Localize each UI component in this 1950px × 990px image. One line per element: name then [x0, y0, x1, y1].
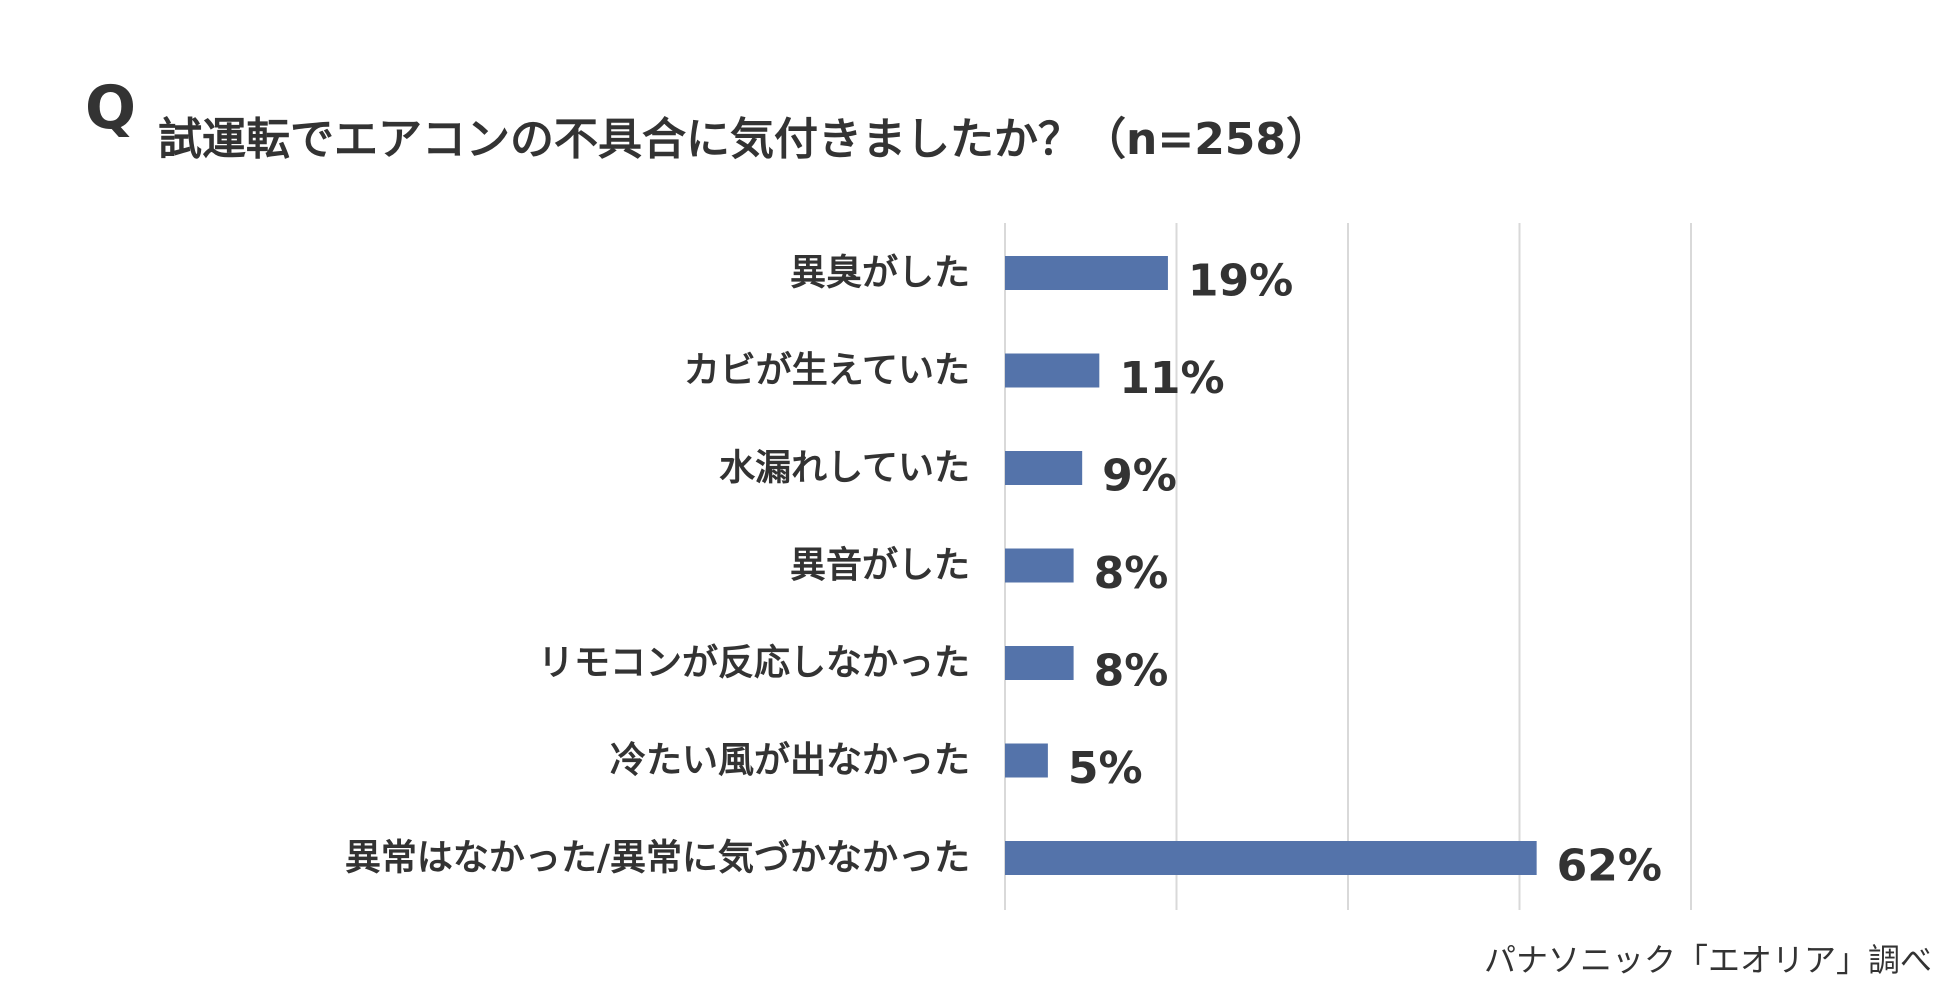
- value-label: 9%: [1102, 451, 1177, 502]
- bar: [1005, 353, 1100, 388]
- bar: [1005, 451, 1083, 485]
- bar: [1005, 841, 1537, 875]
- category-label: 異音がした: [790, 545, 970, 586]
- bar: [1005, 646, 1074, 680]
- value-label: 62%: [1557, 841, 1662, 892]
- value-label: 8%: [1094, 646, 1169, 697]
- value-label: 8%: [1094, 548, 1169, 599]
- category-label: 異常はなかった/異常に気づかなかった: [345, 838, 970, 879]
- value-label: 11%: [1119, 353, 1224, 404]
- value-label: 19%: [1188, 256, 1293, 307]
- bar: [1005, 548, 1074, 583]
- question-mark-label: Q: [85, 73, 137, 143]
- chart-title: 試運転でエアコンの不具合に気付きましたか？（n=258）: [158, 114, 1331, 165]
- category-label: リモコンが反応しなかった: [538, 643, 970, 684]
- category-label: カビが生えていた: [684, 350, 970, 391]
- bar: [1005, 256, 1168, 290]
- category-label: 冷たい風が出なかった: [610, 740, 970, 781]
- category-label: 水漏れしていた: [719, 448, 970, 489]
- category-label: 異臭がした: [790, 253, 970, 294]
- value-label: 5%: [1068, 743, 1143, 794]
- source-note: パナソニック「エオリア」調べ: [1483, 941, 1932, 979]
- bar: [1005, 743, 1048, 778]
